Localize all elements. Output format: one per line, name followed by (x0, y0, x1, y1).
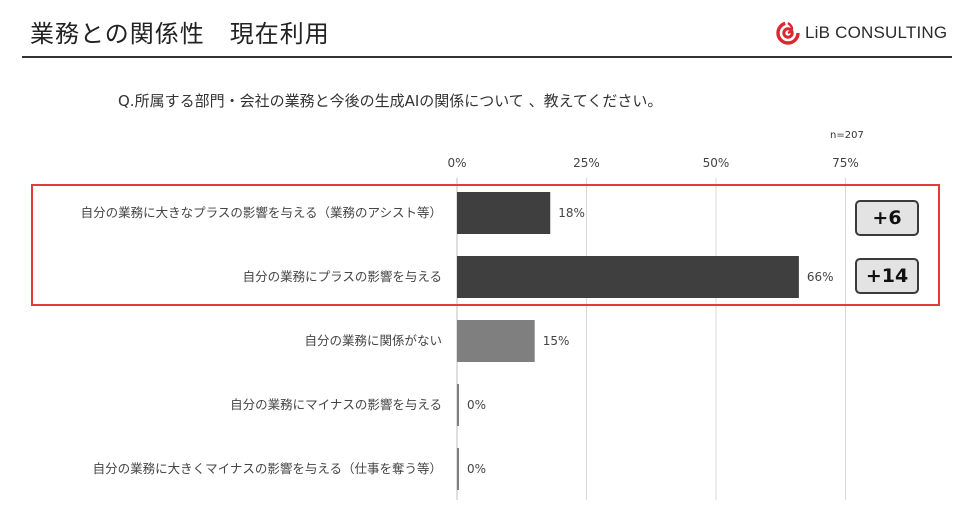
page-title: 業務との関係性 現在利用 (30, 20, 330, 48)
survey-question: Q.所属する部門・会社の業務と今後の生成AIの関係について 、教えてください。 (118, 92, 663, 110)
sample-size-label: n=207 (830, 130, 864, 141)
bar (457, 384, 459, 426)
x-tick-label: 0% (447, 156, 466, 170)
category-label: 自分の業務に関係がない (304, 333, 442, 348)
x-tick-label: 25% (573, 156, 600, 170)
difference-badge-1: +6 (855, 200, 919, 236)
brand-logo: LiB CONSULTING (776, 21, 947, 45)
category-label: 自分の業務にプラスの影響を与える (243, 269, 442, 284)
data-label: 15% (543, 334, 570, 348)
highlight-box (31, 184, 940, 306)
data-label: 18% (558, 206, 585, 220)
bar (457, 192, 551, 234)
bar (457, 256, 799, 298)
category-label: 自分の業務にマイナスの影響を与える (230, 397, 442, 412)
category-label: 自分の業務に大きなプラスの影響を与える（業務のアシスト等） (81, 205, 442, 220)
data-label: 66% (807, 270, 834, 284)
data-label: 0% (467, 398, 486, 412)
data-label: 0% (467, 462, 486, 476)
x-tick-label: 75% (832, 156, 859, 170)
category-label: 自分の業務に大きくマイナスの影響を与える（仕事を奪う等） (93, 461, 442, 476)
x-tick-label: 50% (703, 156, 730, 170)
bar (457, 320, 535, 362)
title-divider (22, 56, 952, 58)
logo-text: LiB CONSULTING (805, 23, 948, 42)
difference-badge-2: +14 (855, 258, 919, 294)
bar (457, 448, 459, 490)
lib-logo-icon (776, 21, 800, 45)
